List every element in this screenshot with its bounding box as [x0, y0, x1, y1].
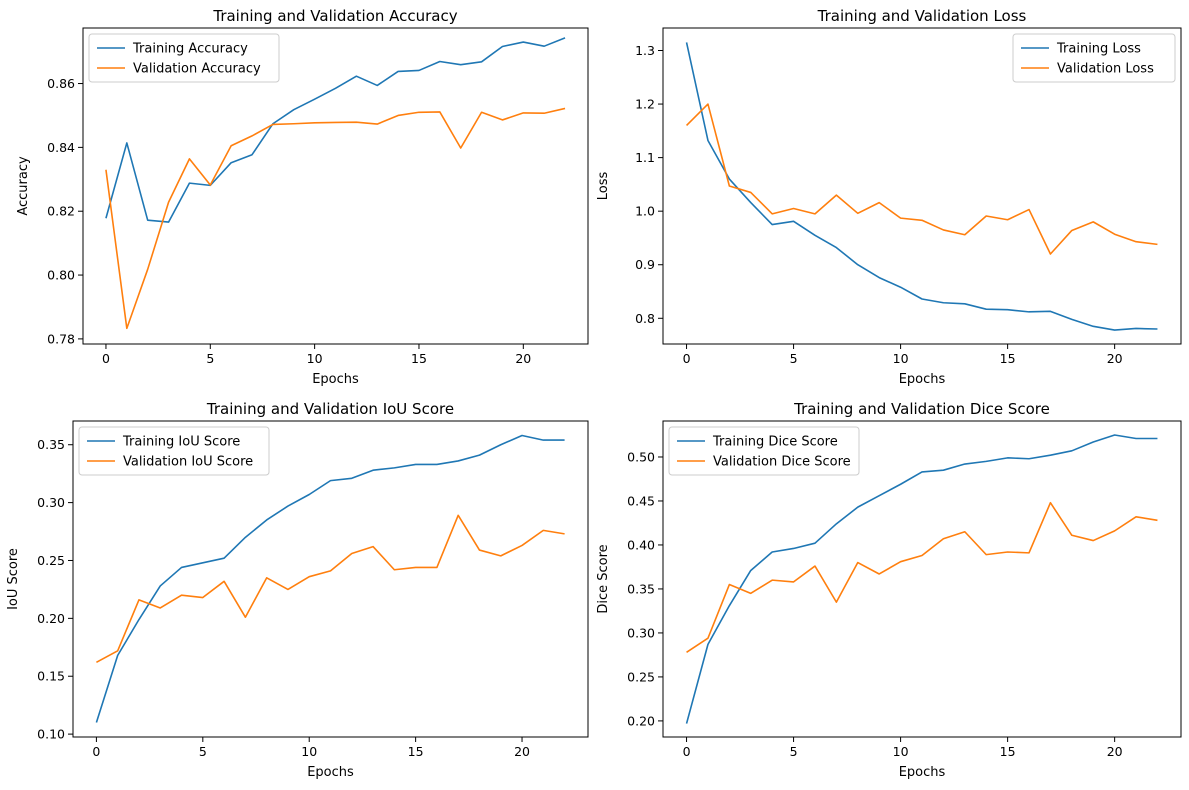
x-tick-label: 15 [408, 744, 424, 759]
x-tick-label: 10 [893, 351, 909, 366]
legend-label: Training Accuracy [132, 42, 248, 57]
chart-title: Training and Validation Accuracy [212, 7, 457, 25]
legend-label: Training Dice Score [712, 435, 838, 450]
legend-box [668, 426, 860, 476]
series-line-training-loss [685, 42, 1158, 331]
y-axis-label: Accuracy [16, 156, 31, 216]
legend-label: Training IoU Score [122, 435, 240, 450]
y-tick-label: 0.8 [635, 311, 655, 326]
legend-box [1012, 33, 1176, 83]
x-tick-label: 5 [790, 744, 798, 759]
chart-panel-0: Training and Validation Accuracy 0 5 10 15 20… [16, 7, 589, 387]
y-axis-label: IoU Score [6, 548, 21, 610]
y-tick-label: 0.25 [627, 669, 655, 684]
series-line-training-dice-score [685, 434, 1158, 724]
x-tick-label: 15 [1000, 351, 1016, 366]
x-tick-label: 15 [411, 351, 427, 366]
chart-panel-1: Training and Validation Loss 0 5 10 15 20 0.8 0… [596, 7, 1182, 387]
series-line-training-accuracy [105, 37, 566, 223]
y-tick-label: 0.80 [47, 268, 75, 283]
axes-frame [662, 420, 1182, 738]
y-tick-label: 0.30 [37, 495, 65, 510]
y-tick-label: 0.82 [47, 204, 75, 219]
y-tick-label: 0.50 [627, 449, 655, 464]
legend: Training Loss Validation Loss [1012, 33, 1176, 83]
axes-frame [82, 27, 589, 345]
x-tick-label: 0 [683, 351, 691, 366]
legend: Training Dice Score Validation Dice Score [668, 426, 860, 476]
y-tick-label: 1.3 [635, 43, 655, 58]
x-axis-label: Epochs [312, 372, 359, 387]
legend-box [78, 426, 270, 476]
x-tick-label: 10 [307, 351, 323, 366]
x-tick-label: 0 [102, 351, 110, 366]
series-line-training-iou-score [95, 434, 565, 723]
x-tick-label: 20 [1107, 351, 1123, 366]
y-tick-label: 1.0 [635, 204, 655, 219]
y-tick-label: 0.9 [635, 257, 655, 272]
legend-box [88, 33, 280, 83]
x-tick-label: 10 [301, 744, 317, 759]
x-tick-label: 20 [514, 744, 530, 759]
series-line-validation-iou-score [96, 514, 565, 664]
axes-frame [662, 27, 1182, 345]
legend-label: Validation Accuracy [133, 62, 261, 77]
y-tick-label: 0.15 [37, 669, 65, 684]
x-tick-label: 20 [515, 351, 531, 366]
legend: Training Accuracy Validation Accuracy [88, 33, 280, 83]
x-tick-label: 0 [92, 744, 100, 759]
y-axis-label: Loss [596, 172, 611, 201]
y-tick-label: 0.10 [37, 727, 65, 742]
legend-label: Validation Loss [1057, 62, 1154, 77]
x-tick-label: 5 [206, 351, 214, 366]
y-tick-label: 0.30 [627, 625, 655, 640]
y-tick-label: 0.35 [37, 437, 65, 452]
y-tick-label: 0.25 [37, 553, 65, 568]
x-tick-label: 5 [199, 744, 207, 759]
y-tick-label: 0.45 [627, 493, 655, 508]
x-tick-label: 5 [790, 351, 798, 366]
axes-frame [72, 420, 589, 738]
series-line-validation-loss [685, 103, 1158, 255]
legend-label: Validation IoU Score [123, 455, 253, 470]
chart-panel-2: Training and Validation IoU Score 0 5 10 15 2… [6, 400, 589, 780]
y-tick-label: 1.1 [635, 150, 655, 165]
legend: Training IoU Score Validation IoU Score [78, 426, 270, 476]
chart-title: Training and Validation Dice Score [793, 400, 1050, 418]
x-axis-label: Epochs [899, 765, 946, 780]
x-tick-label: 0 [683, 744, 691, 759]
y-tick-label: 0.40 [627, 537, 655, 552]
y-tick-label: 0.20 [627, 713, 655, 728]
x-axis-label: Epochs [307, 765, 354, 780]
y-tick-label: 1.2 [635, 97, 655, 112]
chart-title: Training and Validation IoU Score [206, 400, 454, 418]
y-tick-label: 0.20 [37, 611, 65, 626]
x-axis-label: Epochs [899, 372, 946, 387]
legend-label: Training Loss [1056, 42, 1141, 57]
y-tick-label: 0.86 [47, 76, 75, 91]
x-tick-label: 15 [1000, 744, 1016, 759]
series-line-validation-dice-score [686, 501, 1158, 653]
chart-title: Training and Validation Loss [817, 7, 1027, 25]
y-axis-label: Dice Score [596, 544, 611, 613]
series-line-validation-accuracy [105, 107, 566, 330]
x-tick-label: 20 [1107, 744, 1123, 759]
y-tick-label: 0.84 [47, 140, 75, 155]
y-tick-label: 0.35 [627, 581, 655, 596]
legend-label: Validation Dice Score [713, 455, 851, 470]
chart-panel-3: Training and Validation Dice Score 0 5 10 15… [596, 400, 1182, 780]
x-tick-label: 10 [893, 744, 909, 759]
y-tick-label: 0.78 [47, 331, 75, 346]
